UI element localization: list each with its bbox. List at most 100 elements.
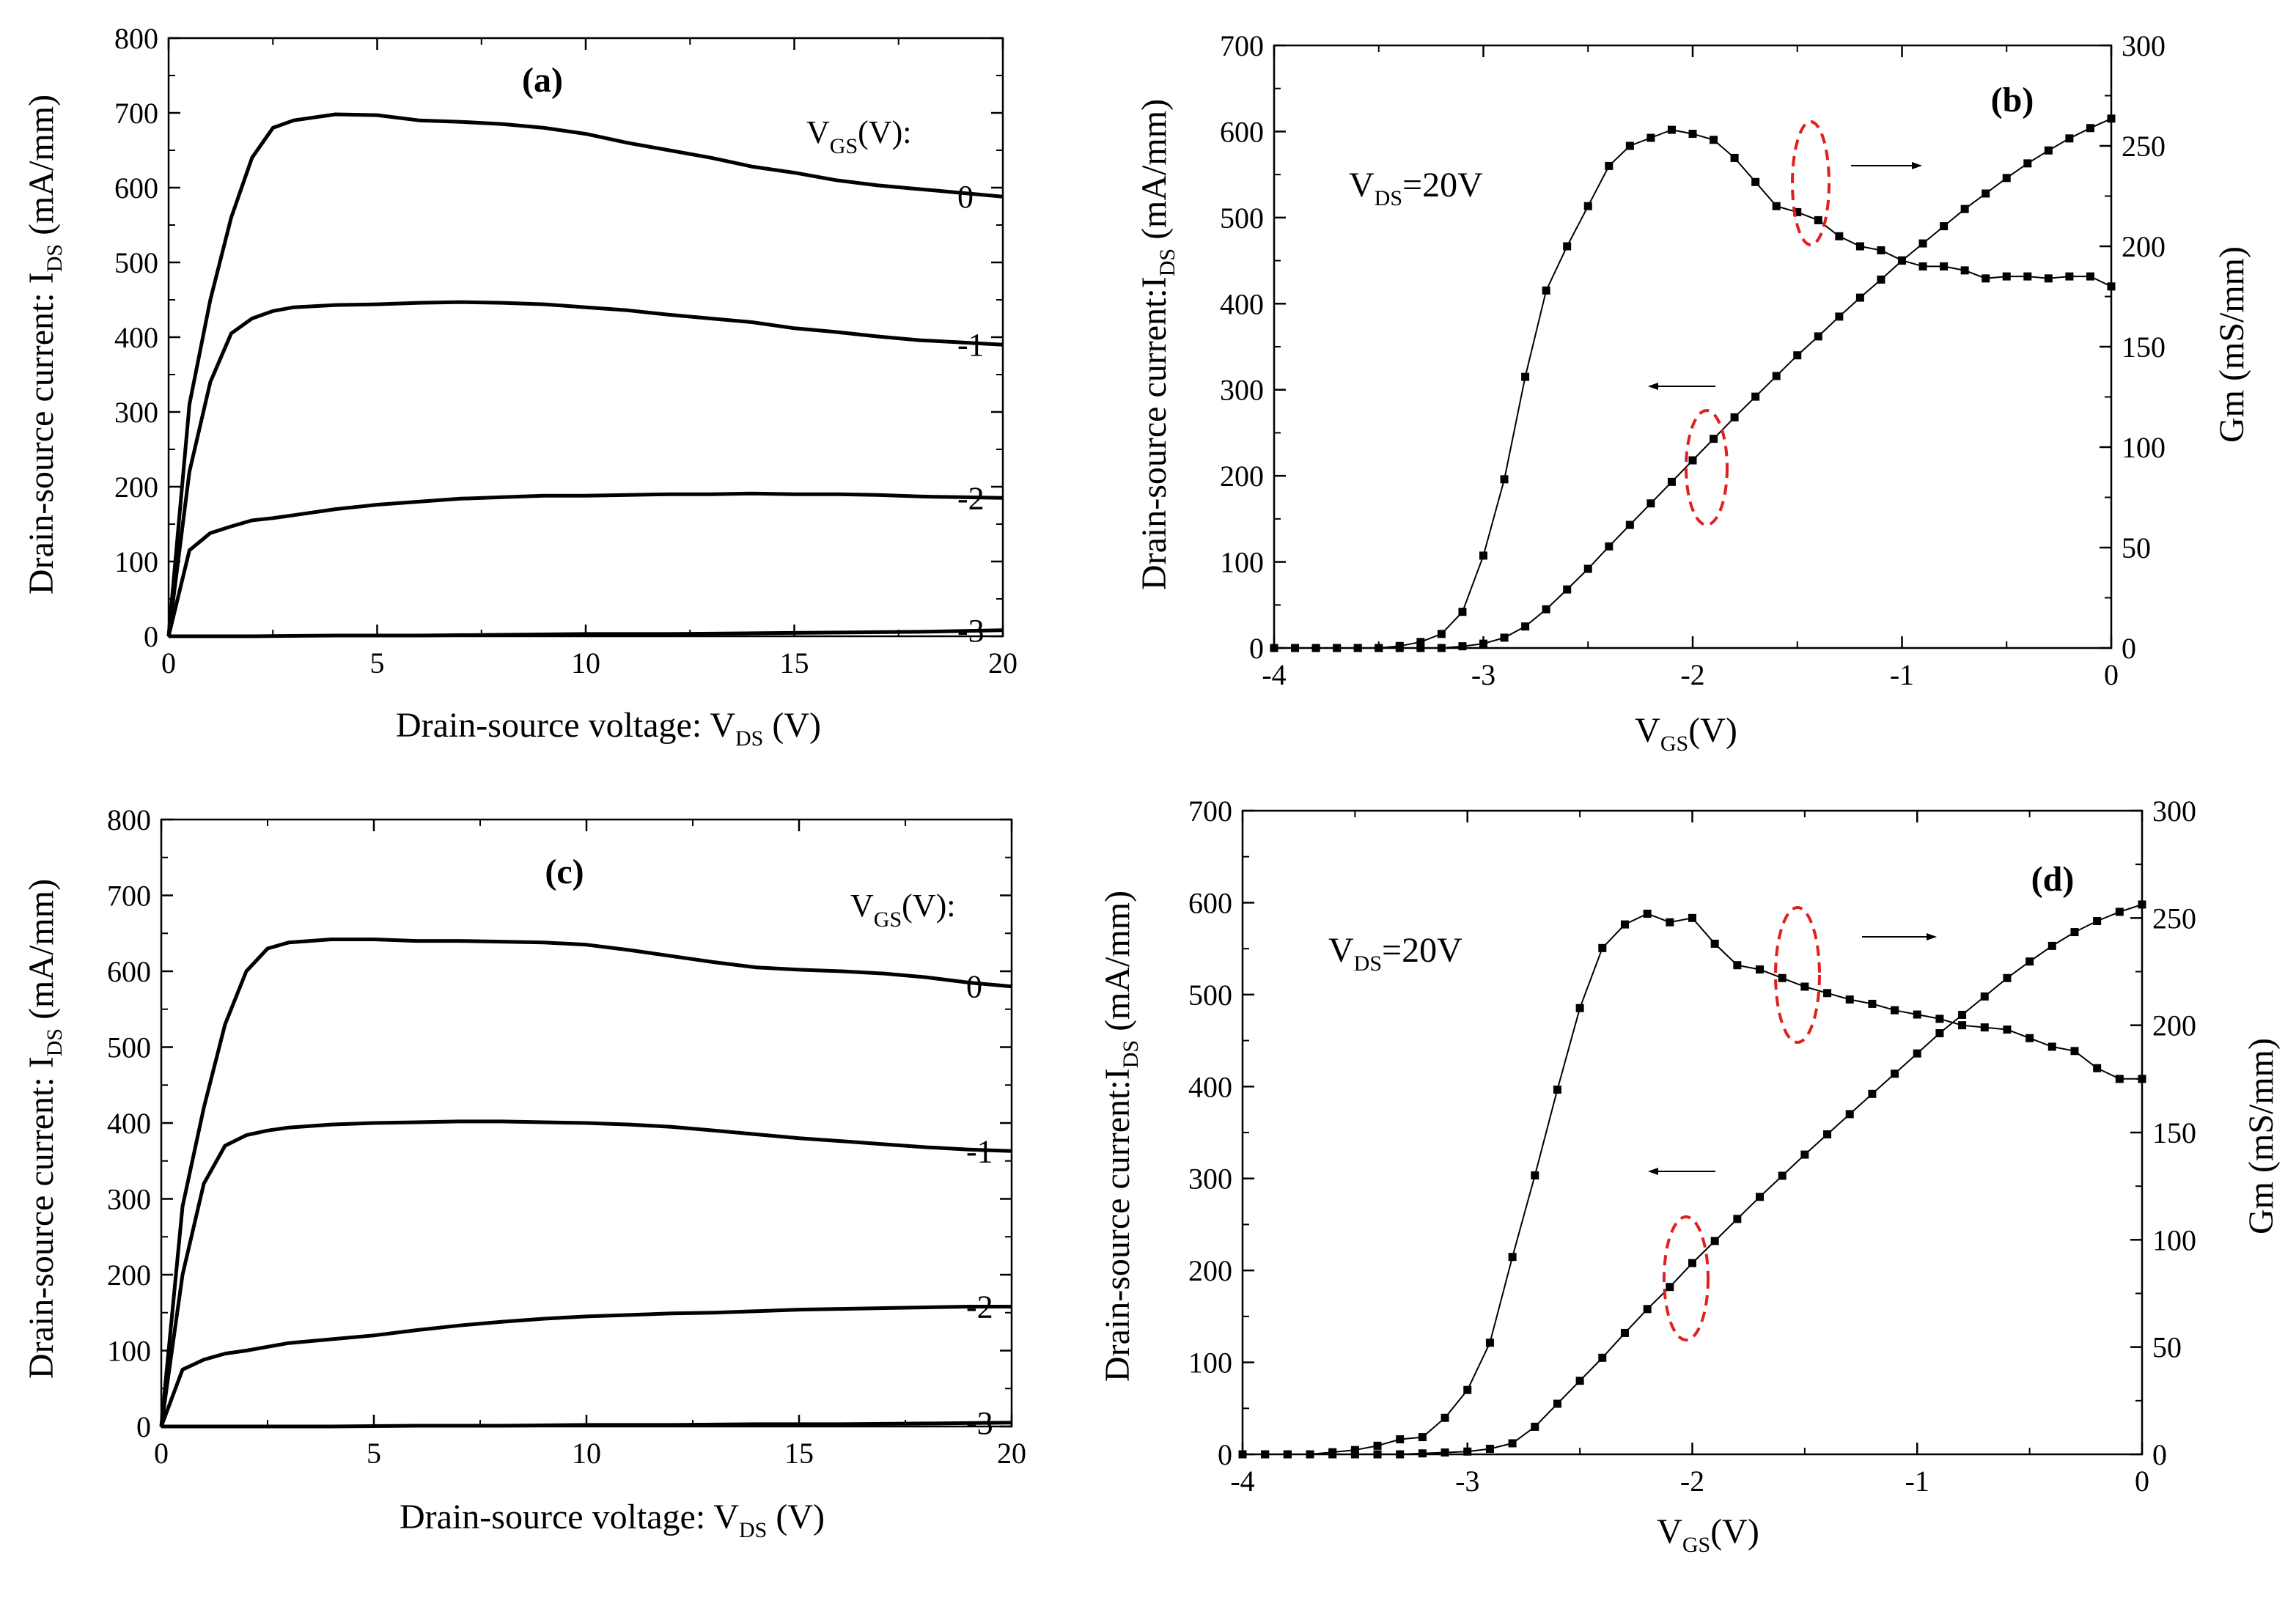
panel-a-curve-vgs--2: [166, 491, 1004, 637]
panel-c-x-tick-label: 10: [572, 1437, 601, 1470]
panel-a-y-tick-label: 700: [114, 97, 158, 130]
panel-b-ids-point: [1710, 435, 1718, 443]
panel-a-x-tick-label: 5: [370, 647, 385, 680]
panel-d-gm-point: [1261, 1450, 1270, 1459]
panel-d-vds-annotation: VDS=20V: [1328, 931, 1462, 976]
panel-a-y-tick-label: 800: [114, 22, 158, 55]
panel-b-gm-point: [1918, 262, 1927, 270]
panel-b-gm-point: [1311, 644, 1320, 652]
panel-d-label: (d): [2031, 860, 2075, 899]
panel-d-gm-point: [1980, 1023, 1989, 1032]
panel-b-y2-tick-label: 100: [2122, 431, 2166, 464]
panel-d-gm-point: [1688, 913, 1696, 922]
panel-d-x-tick-label: -3: [1455, 1465, 1479, 1498]
panel-b-gm-point: [1583, 202, 1592, 210]
panel-b-ids-point: [1458, 642, 1467, 651]
panel-d-ids-point: [2115, 907, 2124, 916]
panel-b-y-axis-label: Drain-source current:IDS (mA/mm): [1135, 99, 1180, 590]
panel-b-gm-point: [1898, 256, 1906, 265]
panel-d-gm-point: [1575, 1004, 1584, 1012]
panel-a-curve-labels: 0 -1 -2 -3: [957, 179, 985, 649]
panel-c-y-tick-label: 0: [136, 1410, 151, 1443]
panel-b-series: [1270, 114, 2116, 652]
panel-d-gm-point: [1823, 989, 1832, 998]
panel-d-ids-point: [1845, 1110, 1854, 1119]
panel-d-ids-point: [1823, 1130, 1832, 1139]
panel-d-gm-point: [2138, 1075, 2146, 1083]
panel-a-y-tick-label: 500: [114, 246, 158, 279]
panel-d-gm-point: [2003, 1026, 2012, 1034]
panel-d-gm-point: [1440, 1413, 1449, 1422]
panel-b-y2-tick-label: 50: [2122, 531, 2151, 564]
panel-c-y-tick-label: 600: [107, 955, 151, 988]
panel-d-gm-point: [1553, 1085, 1561, 1094]
panel-b-ids-point: [1835, 312, 1844, 321]
panel-c-x-tick-label: 15: [784, 1437, 814, 1470]
panel-b-ids-point: [1751, 392, 1760, 401]
panel-d-gm-point: [1373, 1441, 1382, 1450]
panel-b-ids-point: [1877, 275, 1885, 284]
panel-b-gm-point: [1710, 136, 1718, 144]
panel-d-gm-point: [1238, 1450, 1247, 1459]
panel-d-y2-axis-label: Gm (mS/mm): [2242, 1038, 2281, 1234]
panel-b-gm-point: [1521, 372, 1530, 381]
panel-d-series: [1238, 900, 2146, 1459]
panel-d-gm-point: [1913, 1010, 1921, 1019]
panel-a-label: (a): [522, 61, 563, 100]
panel-b-y-tick-label: 600: [1220, 115, 1264, 148]
panel-d-ids-point: [1913, 1049, 1921, 1058]
panel-d-ids-point: [1935, 1029, 1944, 1038]
panel-b-axes: -4 -3 -2 -1 00100200300400500600700050100150…: [1220, 29, 2166, 691]
panel-b-gm-point: [1542, 286, 1550, 295]
panel-a-curve-label--2: -2: [957, 480, 985, 516]
panel-d-ids-point: [1350, 1450, 1359, 1459]
panel-d-ids-point: [1531, 1422, 1539, 1431]
panel-c-curve-label--1: -1: [966, 1133, 993, 1169]
panel-d-ids-point: [1485, 1444, 1494, 1453]
panel-b-x-tick-label: 0: [2104, 658, 2119, 691]
panel-c-y-axis-label: Drain-source current: IDS (mA/mm): [22, 879, 67, 1379]
panel-b-gm-point: [1667, 125, 1676, 134]
panel-b-gm-point: [1940, 262, 1949, 270]
panel-d-y2-tick-label: 150: [2152, 1116, 2196, 1149]
panel-a-curve-label--3: -3: [957, 613, 985, 649]
panel-d-gm-point: [1396, 1435, 1405, 1444]
panel-b-ids-point: [1688, 456, 1697, 465]
panel-d-ids-point: [2025, 957, 2034, 966]
panel-b-y2-tick-label: 150: [2122, 331, 2166, 364]
panel-d-ids-point: [2093, 917, 2102, 926]
panel-c-curve-label--2: -2: [966, 1289, 993, 1325]
panel-d-gm-point: [1531, 1171, 1539, 1180]
panel-c-label: (c): [545, 853, 584, 891]
panel-c-y-tick-label: 400: [107, 1107, 151, 1140]
panel-b-ids-point: [2107, 114, 2116, 123]
panel-b-x-axis-label: VGS(V): [1635, 711, 1737, 756]
panel-b-gm-point: [1395, 641, 1404, 650]
panel-a-y-tick-label: 400: [114, 321, 158, 354]
panel-b-ids-point: [2023, 159, 2032, 168]
panel-d-ids-point: [1868, 1089, 1877, 1098]
panel-b-gm-point: [1835, 232, 1844, 240]
panel-c-x-tick-label: 0: [154, 1437, 169, 1470]
panel-b-y-tick-label: 100: [1220, 546, 1264, 579]
panel-b-gm-point: [1437, 630, 1446, 638]
panel-d-gm-point: [1463, 1385, 1472, 1394]
panel-b-ids-point: [1500, 633, 1509, 642]
panel-c-curve-vgs--1: [159, 1119, 1012, 1427]
panel-d-gm-point: [1958, 1021, 1967, 1030]
panel-d-ids-point: [1980, 992, 1989, 1001]
panel-d-ids-point: [1643, 1305, 1652, 1314]
panel-b-gm-curve-marker: [1791, 120, 1830, 246]
panel-b-ids-point: [1521, 622, 1530, 631]
panel-d-gm-point: [1643, 909, 1652, 918]
panel-a-curve-vgs-0: [166, 112, 1004, 637]
panel-d-gm-point: [1283, 1450, 1292, 1459]
panel-d: -4 -3 -2 -1 00100200300400500600700050100150…: [1098, 795, 2281, 1557]
panel-d-ids-point: [2047, 941, 2056, 950]
panel-d-gm-point: [1733, 961, 1742, 970]
panel-b-gm-point: [2107, 282, 2116, 291]
panel-b-ids-point: [1982, 189, 1990, 198]
panel-d-y-tick-label: 600: [1188, 886, 1232, 919]
